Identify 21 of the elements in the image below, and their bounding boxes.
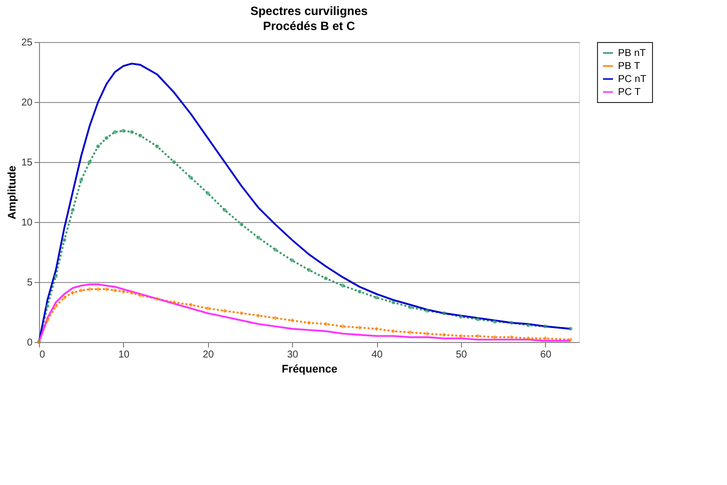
legend-label: PC nT [618,74,646,85]
y-tick-label: 10 [21,218,33,228]
x-axis-title: Fréquence [282,364,338,376]
x-tick-label: 30 [287,350,299,360]
y-axis-title: Amplitude [6,166,18,220]
y-tick-label: 20 [21,98,33,108]
x-tick-label: 60 [540,350,552,360]
chart-subtitle: Procédés B et C [262,19,356,33]
x-tick-label: 10 [118,350,130,360]
x-tick-label: 20 [202,350,214,360]
y-tick-label: 5 [26,278,33,288]
x-tick-label: 40 [371,350,383,360]
y-tick-label: 25 [21,38,33,48]
legend-label: PB nT [618,48,646,59]
legend-label: PB T [618,61,640,72]
x-tick-label: 0 [40,350,46,360]
x-tick-label: 50 [456,350,468,360]
chart-title: Spectres curvilignes [250,4,368,18]
legend-label: PC T [618,87,641,98]
y-tick-label: 0 [26,338,33,348]
y-tick-label: 15 [21,158,33,168]
